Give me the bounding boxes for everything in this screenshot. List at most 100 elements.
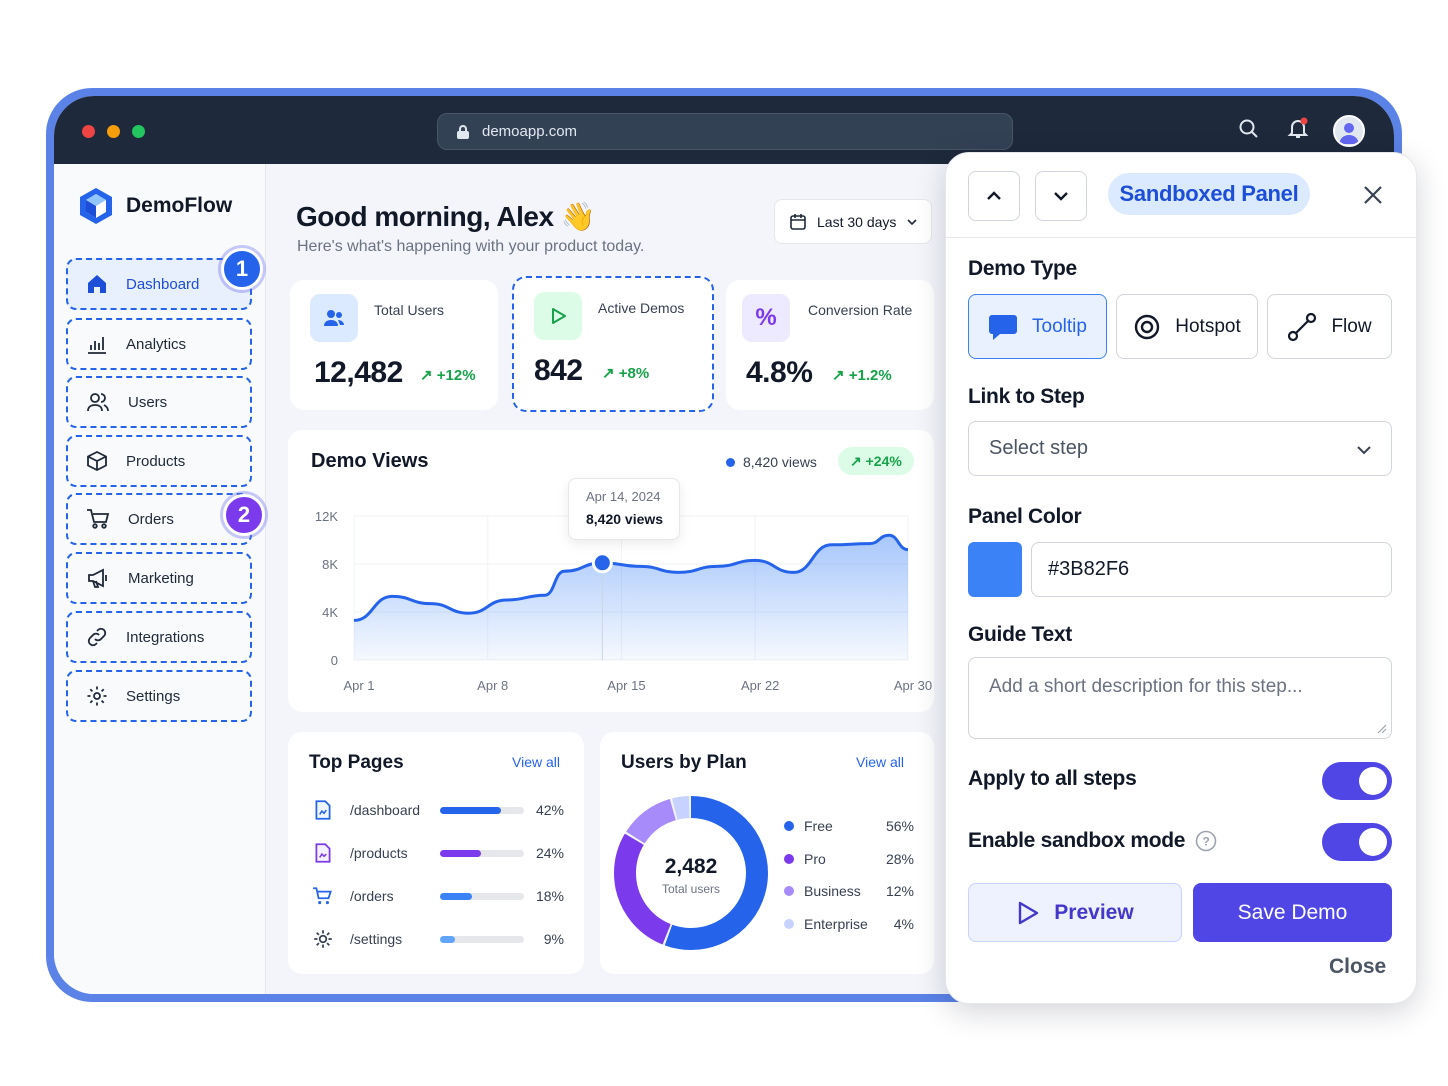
- address-bar[interactable]: demoapp.com: [437, 113, 1013, 150]
- sidebar-item-analytics[interactable]: Analytics: [66, 318, 252, 370]
- guide-text-textarea[interactable]: Add a short description for this step...: [968, 657, 1392, 739]
- color-swatch[interactable]: [968, 542, 1022, 597]
- sidebar-item-users[interactable]: Users: [66, 376, 252, 428]
- legend-percent: 56%: [885, 818, 914, 834]
- sidebar-item-settings[interactable]: Settings: [66, 670, 252, 722]
- home-icon: [88, 275, 106, 293]
- step-select[interactable]: Select step: [968, 421, 1392, 476]
- maximize-window-dot[interactable]: [132, 125, 145, 138]
- top-pages-view-all-link[interactable]: View all: [512, 754, 560, 770]
- legend-dot: [784, 886, 794, 896]
- apply-all-steps-toggle[interactable]: [1322, 762, 1392, 800]
- chat-bubble-icon: [989, 314, 1018, 340]
- step-badge-2[interactable]: 2: [223, 494, 265, 536]
- page-progress-fill: [440, 850, 482, 857]
- demo-views-chart[interactable]: 0 4K 8K 12K Apr 1 Apr 8 Apr 15 Apr 22 Apr 30: [288, 430, 934, 712]
- chevron-down-icon: [907, 218, 917, 225]
- help-icon[interactable]: ?: [1195, 830, 1217, 852]
- search-icon[interactable]: [1238, 118, 1260, 140]
- user-avatar[interactable]: [1333, 115, 1365, 147]
- color-hex-input[interactable]: #3B82F6: [1031, 542, 1392, 597]
- demo-type-tooltip-button[interactable]: Tooltip: [968, 294, 1107, 359]
- top-page-row[interactable]: /settings 9%: [308, 927, 568, 953]
- date-range-button[interactable]: Last 30 days: [774, 199, 932, 244]
- kpi-delta: ↗ +1.2%: [832, 367, 892, 384]
- sandbox-mode-toggle[interactable]: [1322, 823, 1392, 861]
- legend-name: Business: [804, 883, 861, 899]
- sidebar-item-label: Marketing: [128, 569, 194, 587]
- play-icon: [534, 292, 582, 340]
- highlighted-point[interactable]: [591, 552, 613, 574]
- page-subtitle: Here's what's happening with your produc…: [297, 238, 645, 255]
- users-by-plan-card: Users by Plan View all 2,482 Total users…: [600, 732, 934, 974]
- demo-type-flow-button[interactable]: Flow: [1267, 294, 1392, 359]
- previous-step-button[interactable]: [968, 171, 1020, 221]
- top-page-row[interactable]: /dashboard 42%: [308, 798, 568, 824]
- box-icon: [87, 450, 107, 472]
- chart-legend: 8,420 views: [726, 454, 817, 470]
- users-by-plan-view-all-link[interactable]: View all: [856, 754, 904, 770]
- step-badge-1[interactable]: 1: [221, 248, 263, 290]
- arrow-up-right-icon: ↗: [602, 365, 619, 382]
- bell-icon[interactable]: [1286, 116, 1310, 140]
- bar-chart-icon: [88, 337, 106, 354]
- series-line[interactable]: [353, 533, 909, 622]
- target-icon: [1135, 314, 1160, 339]
- page-percent: 24%: [535, 845, 564, 861]
- close-icon[interactable]: [1362, 184, 1384, 206]
- legend-item: Free 56%: [784, 816, 914, 836]
- x-tick-label: Apr 8: [477, 678, 508, 693]
- sidebar-item-integrations[interactable]: Integrations: [66, 611, 252, 663]
- top-pages-title: Top Pages: [309, 752, 404, 773]
- kpi-value: 842: [534, 354, 583, 387]
- donut-slice-free[interactable]: [614, 796, 768, 950]
- sidebar-item-label: Dashboard: [126, 275, 200, 293]
- preview-button[interactable]: Preview: [968, 883, 1182, 942]
- cart-icon: [313, 887, 332, 905]
- page-title: Good morning, Alex 👋: [296, 201, 596, 232]
- minimize-window-dot[interactable]: [107, 125, 120, 138]
- arrow-up-right-icon: ↗: [850, 452, 866, 469]
- legend-name: Free: [804, 818, 833, 834]
- page-path: /dashboard: [350, 802, 421, 818]
- kpi-card-total-users[interactable]: Total Users 12,482 ↗ +12%: [290, 280, 498, 410]
- top-page-row[interactable]: /orders 18%: [308, 884, 568, 910]
- x-tick-label: Apr 30: [894, 678, 932, 693]
- legend-percent: 12%: [885, 883, 914, 899]
- sidebar-item-label: Settings: [126, 687, 181, 705]
- close-window-dot[interactable]: [82, 125, 95, 138]
- brand-logo[interactable]: DemoFlow: [78, 186, 232, 226]
- toggle-knob: [1359, 767, 1387, 795]
- panel-divider: [946, 237, 1416, 238]
- legend-percent: 4%: [893, 915, 914, 932]
- resize-handle-icon[interactable]: [1375, 722, 1387, 734]
- file-image-icon: [315, 843, 331, 863]
- top-page-row[interactable]: /products 24%: [308, 841, 568, 867]
- users-by-plan-title: Users by Plan: [621, 752, 747, 773]
- page-path: /products: [350, 845, 408, 861]
- page-percent: 42%: [535, 802, 564, 818]
- sidebar-item-marketing[interactable]: Marketing: [66, 552, 252, 604]
- sidebar-item-products[interactable]: Products: [66, 435, 252, 487]
- sidebar-item-orders[interactable]: Orders: [66, 493, 252, 545]
- kpi-label: Total Users: [374, 302, 445, 318]
- demo-type-label-flow: Flow: [1331, 315, 1372, 337]
- top-pages-card: Top Pages View all /dashboard 42% /product…: [288, 732, 584, 974]
- page-progress-fill: [440, 893, 472, 900]
- sidebar-item-dashboard[interactable]: Dashboard: [66, 258, 252, 310]
- demo-type-hotspot-button[interactable]: Hotspot: [1116, 294, 1258, 359]
- close-text-button[interactable]: Close: [1329, 955, 1387, 978]
- next-step-button[interactable]: [1035, 171, 1087, 221]
- users-by-plan-donut[interactable]: [606, 788, 776, 958]
- megaphone-icon: [88, 568, 107, 588]
- page-path: /orders: [350, 888, 394, 904]
- preview-label: Preview: [1054, 900, 1134, 924]
- donut-slice-pro[interactable]: [614, 796, 768, 950]
- save-demo-button[interactable]: Save Demo: [1193, 883, 1392, 942]
- svg-text:?: ?: [1203, 835, 1210, 849]
- sidebar-item-label: Orders: [128, 510, 174, 528]
- sidebar-item-label: Integrations: [126, 628, 205, 646]
- kpi-card-active-demos[interactable]: Active Demos 842 ↗ +8%: [512, 276, 714, 412]
- sidebar-item-label: Analytics: [126, 335, 187, 353]
- kpi-card-conversion-rate[interactable]: % Conversion Rate 4.8% ↗ +1.2%: [726, 280, 934, 410]
